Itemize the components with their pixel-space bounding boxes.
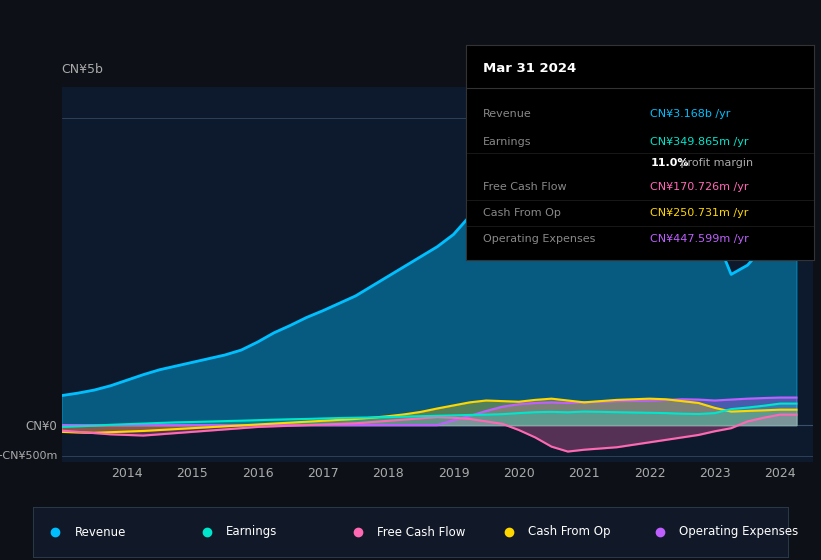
Text: Earnings: Earnings [483,137,531,147]
Text: Free Cash Flow: Free Cash Flow [377,525,465,539]
Text: Operating Expenses: Operating Expenses [679,525,798,539]
Text: CN¥349.865m /yr: CN¥349.865m /yr [650,137,749,147]
Text: CN¥250.731m /yr: CN¥250.731m /yr [650,208,749,218]
Text: Cash From Op: Cash From Op [483,208,561,218]
Text: 11.0%: 11.0% [650,158,689,169]
Text: CN¥3.168b /yr: CN¥3.168b /yr [650,109,731,119]
Text: Mar 31 2024: Mar 31 2024 [483,62,576,75]
Text: Earnings: Earnings [226,525,277,539]
Text: profit margin: profit margin [677,158,753,169]
Text: CN¥447.599m /yr: CN¥447.599m /yr [650,234,750,244]
Text: CN¥5b: CN¥5b [62,63,103,76]
Text: Cash From Op: Cash From Op [528,525,610,539]
Text: Free Cash Flow: Free Cash Flow [483,182,566,192]
Text: −CN¥500m: −CN¥500m [0,451,57,461]
Text: Operating Expenses: Operating Expenses [483,234,595,244]
Text: Revenue: Revenue [75,525,126,539]
Text: CN¥170.726m /yr: CN¥170.726m /yr [650,182,749,192]
Text: Revenue: Revenue [483,109,532,119]
